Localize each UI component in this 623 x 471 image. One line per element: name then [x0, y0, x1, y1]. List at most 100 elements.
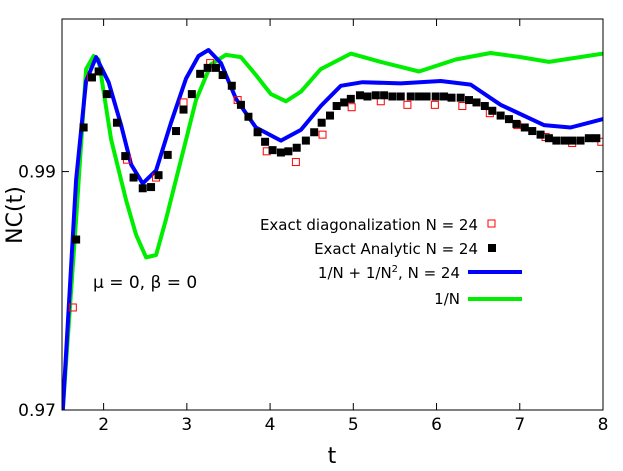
parameter-annotation: μ = 0, β = 0 [93, 273, 197, 293]
x-tick-label: 4 [265, 415, 276, 435]
legend-label-part: , N = 24 [398, 264, 460, 282]
data-point-exact-analytic [112, 118, 121, 127]
plot-marks [62, 48, 603, 410]
data-point-exact-analytic [172, 127, 181, 136]
data-point-exact-analytic [163, 150, 172, 159]
data-point-exact-analytic [227, 81, 236, 90]
series-line-green [62, 51, 603, 410]
x-tick-label: 3 [181, 415, 192, 435]
x-tick-label: 2 [98, 415, 109, 435]
data-point-exact-analytic [488, 106, 497, 115]
data-point-exact-analytic [512, 119, 521, 128]
data-point-exact-analytic [431, 92, 440, 101]
data-point-exact-analytic [422, 92, 431, 101]
legend-label-1-over-n: 1/N [434, 290, 460, 308]
data-point-exact-analytic [415, 92, 424, 101]
data-point-exact-analytic [154, 171, 163, 180]
x-tick-label: 6 [431, 415, 442, 435]
y-axis-label: NC(t) [3, 186, 28, 244]
data-point-exact-analytic [355, 91, 364, 100]
data-point-exact-analytic [138, 184, 147, 193]
legend-marker-open-square [487, 219, 496, 228]
data-point-exact-analytic [94, 67, 103, 76]
plot-frame [61, 18, 604, 411]
data-point-exact-diagonalization [68, 303, 77, 312]
data-point-exact-analytic [310, 128, 319, 137]
data-point-exact-analytic [121, 152, 130, 161]
data-point-exact-analytic [552, 136, 561, 145]
data-point-exact-analytic [363, 92, 372, 101]
x-tick-label: 5 [348, 415, 359, 435]
data-point-exact-analytic [560, 136, 569, 145]
legend-label-superscript: 2 [392, 264, 398, 275]
data-point-exact-diagonalization [458, 102, 467, 111]
data-point-exact-diagonalization [291, 158, 300, 167]
legend: Exact diagonalization N = 24 Exact Analy… [260, 216, 522, 308]
data-point-exact-analytic [244, 112, 253, 121]
data-point-exact-analytic [584, 134, 593, 143]
data-point-exact-analytic [456, 93, 465, 102]
legend-label-part: 1/N + 1/N [318, 264, 392, 282]
legend-label-exact-analytic: Exact Analytic N = 24 [314, 240, 478, 258]
legend-label-1-over-n-plus-1-over-n2: 1/N + 1/N2, N = 24 [318, 264, 460, 282]
data-point-exact-analytic [528, 127, 537, 136]
data-point-exact-analytic [292, 143, 301, 152]
axis-ticks: 2 3 4 5 6 7 8 0.97 0.99 [18, 19, 608, 435]
data-point-exact-analytic [72, 235, 81, 244]
legend-label-exact-diagonalization: Exact diagonalization N = 24 [260, 216, 478, 234]
data-point-exact-diagonalization [179, 98, 188, 107]
data-point-exact-diagonalization [403, 100, 412, 109]
x-tick-label: 7 [514, 415, 525, 435]
data-point-exact-analytic [440, 92, 449, 101]
x-tick-label: 8 [598, 415, 609, 435]
data-point-exact-analytic [496, 111, 505, 120]
data-point-exact-analytic [464, 96, 473, 105]
data-point-exact-analytic [218, 71, 227, 80]
series-line-blue [62, 48, 603, 410]
data-point-exact-analytic [340, 98, 349, 107]
legend-marker-filled-square [488, 244, 496, 252]
y-tick-label: 0.97 [18, 401, 56, 421]
data-point-exact-analytic [480, 102, 489, 111]
data-point-exact-analytic [276, 148, 285, 157]
data-point-exact-analytic [317, 118, 326, 127]
data-point-exact-analytic [568, 136, 577, 145]
data-point-exact-analytic [268, 146, 277, 155]
y-tick-label: 0.99 [18, 163, 56, 183]
data-point-exact-analytic [504, 115, 513, 124]
data-point-exact-analytic [129, 173, 138, 182]
data-point-exact-analytic [87, 73, 96, 82]
x-axis-label: t [328, 444, 337, 467]
data-point-exact-analytic [147, 183, 156, 192]
data-point-exact-analytic [211, 63, 220, 72]
data-point-exact-analytic [447, 93, 456, 102]
data-point-exact-analytic [79, 123, 88, 132]
data-point-exact-analytic [236, 100, 245, 109]
data-point-exact-analytic [380, 91, 389, 100]
data-point-exact-analytic [102, 90, 111, 99]
data-point-exact-analytic [536, 130, 545, 139]
data-point-exact-analytic [472, 98, 481, 107]
data-point-exact-analytic [284, 147, 293, 156]
data-point-exact-analytic [396, 92, 405, 101]
data-point-exact-analytic [196, 69, 205, 78]
data-point-exact-analytic [326, 111, 335, 120]
data-point-exact-analytic [346, 94, 355, 103]
data-point-exact-analytic [179, 105, 188, 114]
data-point-exact-analytic [406, 92, 415, 101]
data-point-exact-diagonalization [318, 130, 327, 139]
data-point-exact-analytic [592, 134, 601, 143]
data-point-exact-analytic [301, 136, 310, 145]
data-point-exact-analytic [388, 92, 397, 101]
data-point-exact-analytic [520, 123, 529, 132]
data-point-exact-analytic [332, 102, 341, 111]
data-point-exact-diagonalization [347, 103, 356, 112]
data-point-exact-analytic [261, 137, 270, 146]
plot-area [62, 48, 603, 410]
data-point-exact-analytic [187, 90, 196, 99]
data-point-exact-analytic [203, 63, 212, 72]
data-point-exact-analytic [371, 91, 380, 100]
data-point-exact-analytic [544, 134, 553, 143]
data-point-exact-analytic [576, 136, 585, 145]
